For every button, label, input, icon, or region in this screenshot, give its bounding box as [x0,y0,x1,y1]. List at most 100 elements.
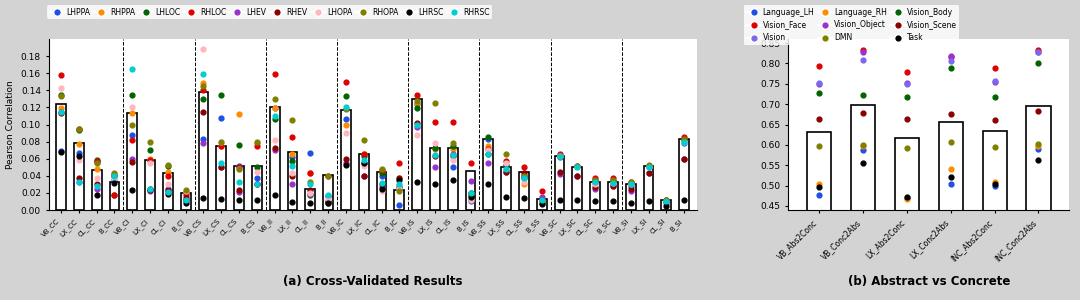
Point [854,147,872,152]
Point [70,128,87,133]
Point [586,178,604,182]
Point [53,94,70,99]
Point [551,169,568,174]
Point [337,131,354,136]
Point [70,142,87,147]
Point [444,165,461,170]
Point [569,163,586,168]
Legend: Language_LH, Vision_Face, Vision, Language_RH, Vision_Object, DMN, Vision_Body, : Language_LH, Vision_Face, Vision, Langua… [744,5,959,44]
Point [301,171,319,176]
Point [70,126,87,131]
Point [480,143,497,148]
Point [854,161,872,166]
Point [408,132,426,137]
Point [427,165,444,170]
Point [159,169,176,174]
Point [444,153,461,158]
Point [320,194,337,199]
Point [284,182,301,187]
Bar [287,152,297,210]
Point [230,190,247,194]
Point [177,193,194,198]
Point [658,197,675,202]
Point [320,200,337,205]
Point [284,154,301,159]
Point [141,158,159,163]
Point [534,202,551,206]
Point [177,189,194,194]
Point [373,186,390,191]
Point [123,137,140,142]
Text: (b) Abstract vs Concrete: (b) Abstract vs Concrete [848,275,1010,288]
Bar [591,182,600,210]
Point [444,141,461,146]
Point [106,173,123,178]
Point [230,112,247,117]
Point [230,167,247,171]
Point [427,154,444,158]
Point [551,154,568,158]
Point [70,179,87,184]
Point [899,117,916,122]
Point [53,109,70,114]
Point [498,167,515,171]
Point [89,182,106,187]
Point [899,195,916,200]
Point [854,142,872,147]
Point [53,149,70,154]
Bar [851,105,875,300]
Point [408,101,426,106]
Point [301,193,319,198]
Point [622,179,639,184]
Point [248,197,266,202]
Point [1030,146,1048,151]
Bar [625,184,636,210]
Point [194,97,212,101]
Point [301,179,319,184]
Point [462,190,480,195]
Point [427,147,444,152]
Bar [377,172,387,210]
Point [675,139,692,144]
Point [320,201,337,206]
Point [337,122,354,127]
Point [639,165,657,170]
Point [622,182,639,187]
Point [408,122,426,127]
Bar [807,132,832,300]
Point [942,65,959,70]
Point [301,201,319,206]
Point [194,84,212,88]
Point [515,196,532,200]
Point [106,172,123,176]
Point [515,173,532,178]
Point [284,135,301,140]
Point [515,173,532,178]
Point [355,173,373,178]
Point [605,184,622,188]
Point [462,198,480,203]
Point [248,182,266,187]
Point [53,73,70,77]
Point [213,165,230,170]
Point [248,139,266,144]
Point [551,154,568,158]
Point [899,82,916,87]
Point [534,195,551,200]
Point [1030,48,1048,53]
Point [622,187,639,192]
Point [1030,109,1048,114]
Point [177,196,194,200]
Point [462,196,480,201]
Point [622,189,639,194]
Point [194,88,212,93]
Point [658,197,675,202]
Point [605,184,622,188]
Point [70,150,87,155]
Point [498,151,515,156]
Point [106,192,123,197]
Point [70,158,87,163]
Point [123,188,140,193]
Point [213,140,230,145]
Point [515,173,532,178]
